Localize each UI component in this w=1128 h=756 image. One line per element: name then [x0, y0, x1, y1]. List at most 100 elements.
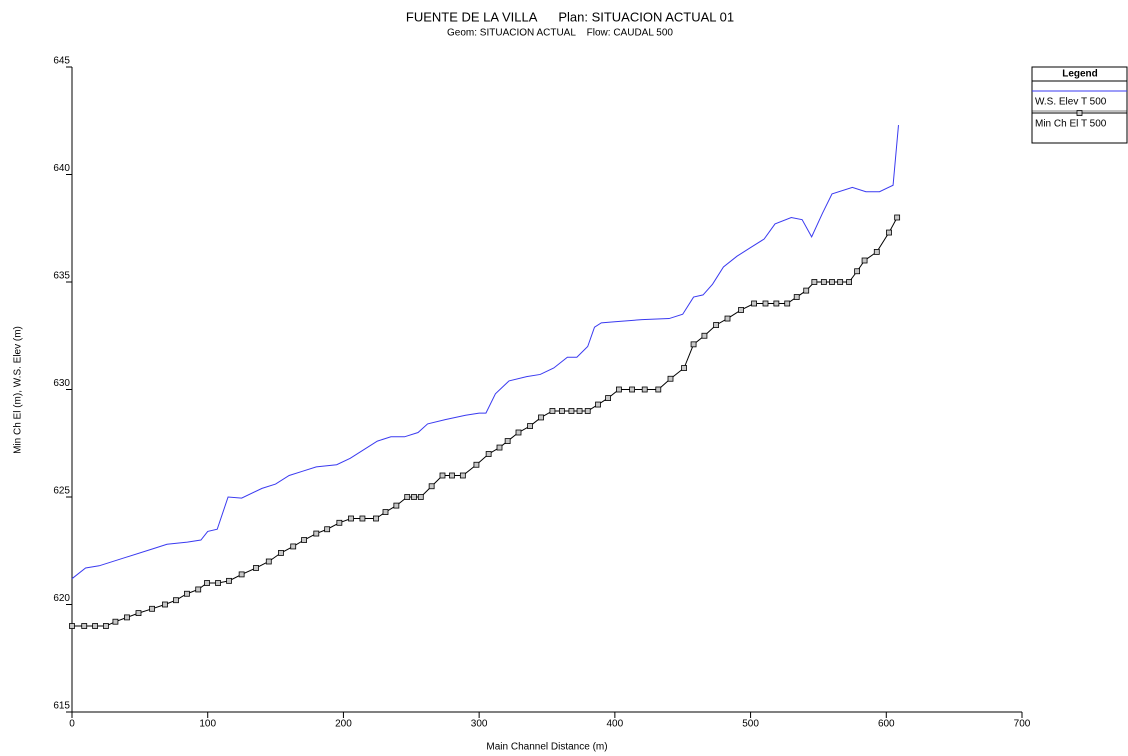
- x-tick-label: 600: [878, 719, 895, 730]
- x-axis-label: Main Channel Distance (m): [486, 742, 607, 753]
- x-tick-label: 400: [607, 719, 624, 730]
- marker: [373, 515, 379, 522]
- marker: [701, 332, 708, 339]
- marker: [92, 623, 98, 629]
- marker: [439, 472, 446, 479]
- y-axis-label: Min Ch El (m), W.S. Elev (m): [13, 326, 24, 454]
- marker: [149, 605, 155, 612]
- legend-title: Legend: [1062, 69, 1098, 80]
- y-tick-label: 640: [53, 163, 70, 174]
- marker: [238, 571, 245, 578]
- marker: [873, 248, 880, 255]
- marker: [124, 614, 130, 621]
- marker: [265, 558, 272, 565]
- marker: [724, 315, 731, 322]
- marker: [713, 322, 719, 328]
- marker: [173, 597, 179, 604]
- legend-label: Min Ch El T 500: [1035, 119, 1107, 130]
- marker: [576, 408, 583, 414]
- y-tick-label: 625: [53, 486, 70, 497]
- marker: [605, 395, 611, 402]
- marker: [449, 472, 455, 479]
- marker: [738, 307, 744, 313]
- y-tick-label: 645: [53, 56, 70, 67]
- marker: [667, 375, 674, 382]
- chart-subtitle: Geom: SITUACION ACTUAL Flow: CAUDAL 500: [447, 28, 673, 39]
- marker: [496, 444, 503, 451]
- x-tick-label: 500: [742, 719, 759, 730]
- marker: [204, 580, 210, 586]
- marker: [655, 386, 662, 393]
- marker: [773, 300, 780, 307]
- marker: [641, 386, 648, 393]
- x-tick-label: 100: [199, 719, 216, 730]
- marker: [829, 279, 835, 285]
- marker: [803, 287, 810, 294]
- marker: [112, 618, 119, 625]
- marker: [837, 279, 844, 285]
- marker: [616, 386, 622, 393]
- marker: [215, 580, 221, 586]
- y-tick-label: 615: [53, 701, 70, 712]
- marker: [846, 279, 852, 285]
- marker: [253, 565, 259, 571]
- marker: [336, 519, 343, 526]
- marker: [559, 408, 565, 414]
- x-tick-label: 0: [69, 719, 75, 730]
- marker: [861, 257, 868, 264]
- marker: [690, 341, 697, 348]
- marker: [69, 623, 75, 629]
- chart-title: FUENTE DE LA VILLA Plan: SITUACION ACTUA…: [406, 9, 734, 24]
- marker: [162, 601, 168, 608]
- marker: [135, 610, 142, 616]
- y-tick-label: 635: [53, 271, 70, 282]
- marker: [784, 300, 791, 307]
- series-line: [72, 217, 898, 627]
- marker: [313, 530, 320, 537]
- marker: [473, 461, 480, 468]
- marker: [485, 451, 492, 457]
- x-tick-label: 200: [335, 719, 352, 730]
- marker: [515, 429, 522, 436]
- marker: [584, 408, 591, 414]
- marker: [226, 577, 232, 584]
- marker: [404, 494, 411, 500]
- x-tick-label: 300: [471, 719, 488, 730]
- marker: [278, 550, 284, 556]
- marker: [751, 300, 757, 307]
- x-tick-label: 700: [1014, 719, 1031, 730]
- marker: [820, 279, 827, 285]
- marker: [393, 502, 400, 509]
- marker: [549, 408, 556, 414]
- marker: [459, 472, 466, 479]
- marker: [811, 279, 818, 285]
- marker: [854, 268, 861, 275]
- marker: [762, 300, 769, 307]
- marker: [359, 515, 366, 522]
- y-tick-label: 630: [53, 378, 70, 389]
- marker: [681, 365, 687, 371]
- legend-marker: [1076, 110, 1083, 116]
- y-tick-label: 620: [53, 593, 70, 604]
- marker: [103, 623, 109, 629]
- marker: [81, 623, 88, 629]
- marker: [595, 401, 601, 408]
- marker: [301, 537, 307, 543]
- marker: [886, 229, 892, 236]
- marker: [290, 543, 297, 550]
- marker: [793, 294, 800, 300]
- marker: [504, 438, 511, 445]
- marker: [417, 494, 424, 500]
- marker: [195, 586, 202, 593]
- marker: [184, 590, 190, 597]
- marker: [629, 386, 635, 393]
- marker: [527, 423, 533, 429]
- legend-box: [1031, 66, 1128, 144]
- marker: [348, 515, 354, 522]
- marker: [538, 414, 544, 421]
- marker: [324, 526, 331, 533]
- marker: [382, 509, 389, 515]
- series-line: [71, 125, 899, 580]
- marker: [411, 494, 417, 500]
